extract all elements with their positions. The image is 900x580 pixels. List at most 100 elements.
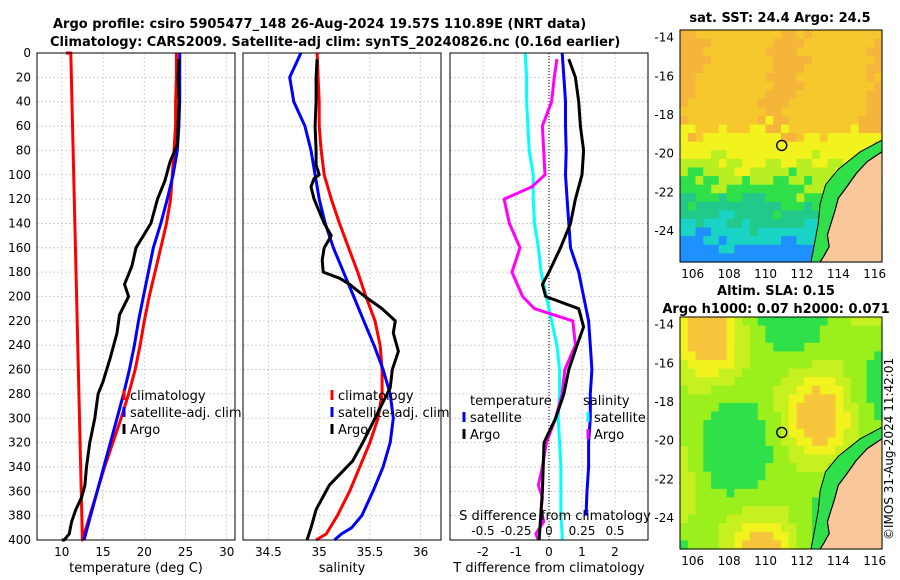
map-cell [718, 420, 728, 430]
map-cell [749, 150, 759, 160]
axes-frame [449, 52, 649, 541]
map-cell [757, 167, 767, 177]
map-cell [773, 351, 782, 361]
map-cell [680, 219, 689, 229]
map-cell [835, 81, 844, 91]
map-cell [749, 201, 759, 212]
map-cell [765, 124, 774, 134]
map-x-tick-label: 114 [827, 267, 850, 281]
map-cell [711, 317, 720, 327]
map-cell [742, 150, 751, 160]
map-cell [843, 368, 852, 378]
map-cell [781, 201, 790, 212]
map-cell [804, 253, 813, 263]
map-cell [812, 150, 821, 160]
map-cell [835, 107, 844, 117]
map-cell [796, 360, 805, 370]
map-cell [866, 411, 875, 421]
map-cell [788, 540, 798, 550]
map-cell [788, 377, 798, 387]
map-cell [781, 184, 790, 194]
map-cell [703, 454, 712, 464]
map-cell [874, 73, 883, 83]
map-cell [781, 124, 790, 134]
map-cell [773, 360, 782, 370]
map-y-tick-label: -22 [654, 472, 674, 486]
map-cell [796, 64, 805, 74]
map-cell [703, 377, 712, 387]
map-cell [734, 55, 743, 65]
map-cell [796, 437, 805, 447]
map-cell [711, 193, 720, 203]
map-y-tick-label: -22 [654, 185, 674, 199]
map-cell [742, 210, 751, 220]
map-cell [827, 90, 836, 100]
map-cell [781, 385, 790, 395]
map-cell [850, 325, 860, 335]
map-cell [687, 325, 697, 335]
map-cell [757, 523, 767, 533]
map-cell [680, 47, 689, 57]
map-cell [874, 124, 883, 134]
map-cell [726, 506, 735, 516]
map-cell [827, 368, 836, 378]
map-cell [796, 236, 805, 246]
map-cell [687, 360, 697, 370]
map-cell [687, 210, 697, 220]
map-cell [765, 150, 774, 160]
map-cell [874, 133, 883, 143]
map-cell [703, 236, 712, 246]
map-cell [788, 317, 798, 327]
map-cell [711, 334, 720, 344]
map-cell [812, 158, 821, 169]
map-cell [757, 184, 767, 194]
y-tick-label: 240 [8, 338, 31, 352]
map-cell [742, 368, 751, 378]
map-cell [749, 360, 759, 370]
map-cell [827, 445, 836, 456]
map-cell [781, 158, 790, 169]
map-cell [812, 420, 821, 430]
x-tick-label: 15 [95, 545, 110, 559]
legend-header-salinity: salinity [583, 394, 630, 409]
map-cell [812, 107, 821, 117]
map-cell [749, 317, 759, 327]
map-cell [812, 30, 821, 40]
map-cell [804, 394, 813, 404]
map-cell [757, 107, 767, 117]
map-cell [866, 90, 875, 100]
map-cell [695, 540, 704, 550]
map-cell [703, 488, 712, 499]
map-cell [866, 360, 875, 370]
map-cell [827, 377, 836, 387]
map-cell [734, 64, 743, 74]
map-cell [687, 150, 697, 160]
map-cell [835, 141, 844, 151]
map-cell [858, 368, 868, 378]
map-cell [711, 360, 720, 370]
map-cell [858, 385, 868, 395]
map-cell [850, 402, 860, 413]
map-cell [874, 64, 883, 74]
map-cell [718, 523, 728, 533]
map-cell [711, 437, 720, 447]
map-cell [757, 402, 767, 413]
map-cell [742, 47, 751, 57]
map-cell [788, 325, 798, 335]
map-cell [742, 480, 751, 490]
map-cell [788, 471, 798, 481]
map-cell [757, 480, 767, 490]
map-cell [827, 73, 836, 83]
map-cell [850, 342, 860, 352]
map-cell [680, 124, 689, 134]
map-cell [843, 377, 852, 387]
map-cell [742, 236, 751, 246]
map-cell [749, 437, 759, 447]
map-cell [788, 115, 798, 126]
map-cell [687, 420, 697, 430]
map-cell [742, 124, 751, 134]
y-tick-label: 20 [16, 70, 31, 84]
map-cell [711, 133, 720, 143]
map-cell [796, 368, 805, 378]
map-cell [680, 115, 689, 126]
